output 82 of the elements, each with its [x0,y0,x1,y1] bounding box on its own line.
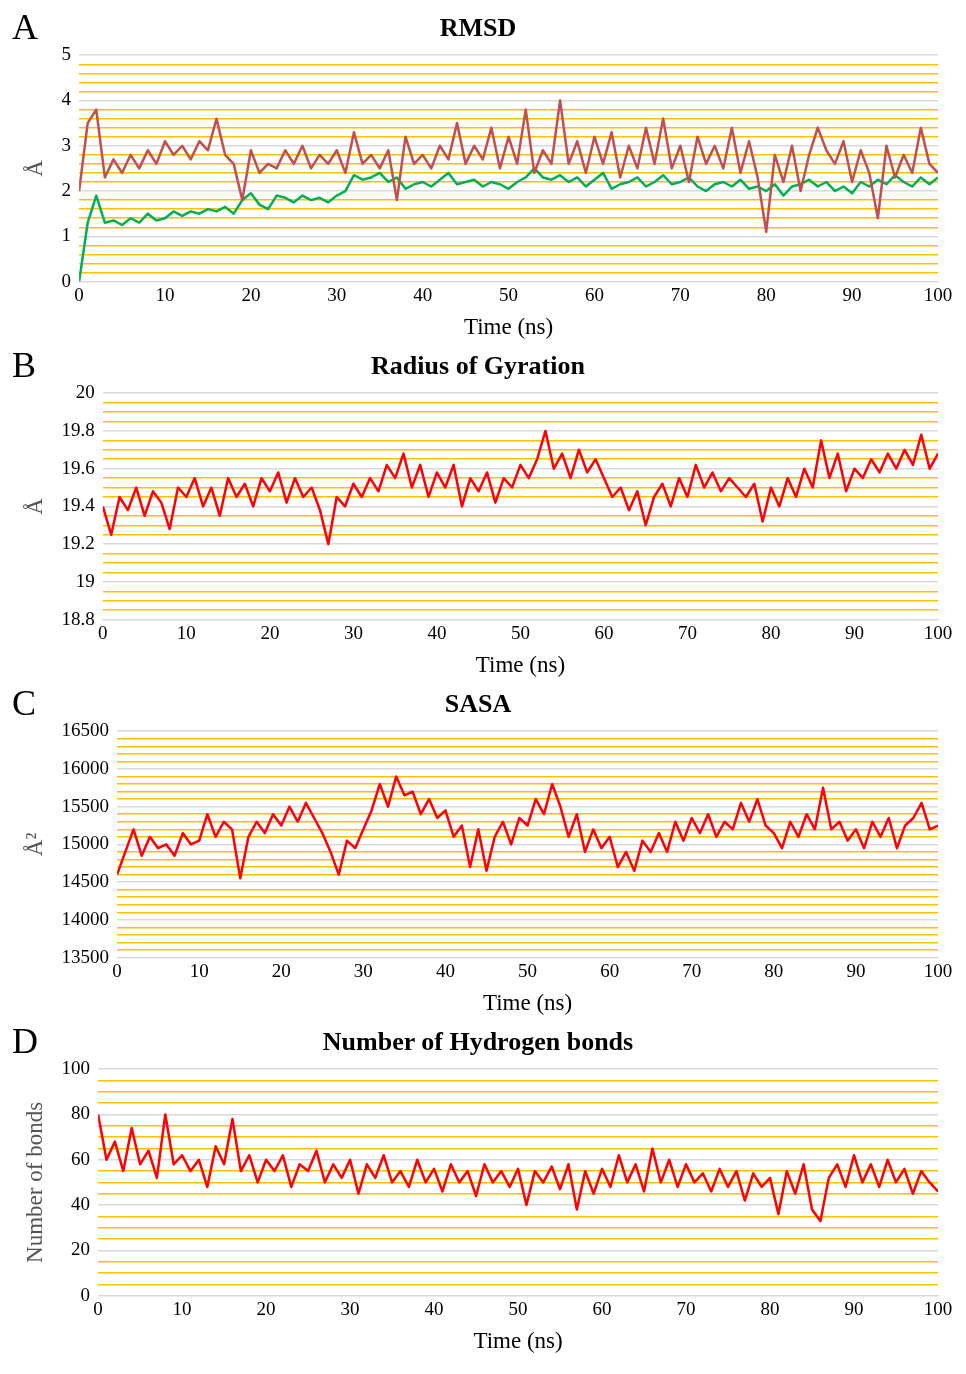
y-tick-label: 3 [61,133,72,155]
y-tick-label: 16500 [61,719,110,741]
x-tick-label: 30 [327,283,347,305]
y-tick-label: 0 [80,1283,91,1305]
x-axis-title: Time (ns) [473,1328,563,1354]
x-tick-label: 40 [435,959,455,981]
x-tick-label: 70 [670,283,690,305]
y-tick-label: 80 [71,1102,91,1124]
text: A [12,7,38,48]
text: B [12,345,37,386]
x-tick-label: 20 [256,1297,276,1319]
y-tick-label: 20 [75,381,95,403]
y-tick-label: 13500 [61,945,110,967]
y-tick-label: 0 [61,269,72,291]
x-tick-label: 40 [413,283,433,305]
x-tick-label: 60 [600,959,620,981]
y-tick-label: 100 [61,1057,91,1079]
x-tick-label: 10 [176,621,196,643]
x-tick-label: 10 [189,959,209,981]
y-axis-title: Å [21,159,47,177]
x-axis-title: Time (ns) [475,652,566,678]
x-tick-label: 70 [682,959,702,981]
y-tick-label: 19.6 [61,456,95,478]
x-tick-label: 40 [427,621,447,643]
y-tick-label: 20 [71,1238,91,1260]
y-tick-label: 15500 [61,794,110,816]
y-tick-label: 18.8 [61,607,95,629]
x-tick-label: 20 [241,283,261,305]
y-tick-label: 5 [61,43,72,65]
x-tick-label: 90 [844,1297,864,1319]
x-tick-label: 100 [923,959,953,981]
x-axis-title: Time (ns) [463,314,554,340]
x-tick-label: 80 [760,1297,780,1319]
chart-title: SASA [444,689,512,719]
x-tick-label: 100 [923,283,953,305]
x-tick-label: 20 [260,621,280,643]
x-tick-label: 20 [271,959,291,981]
y-tick-label: 15000 [61,832,110,854]
y-tick-label: 2 [61,179,72,201]
x-tick-label: 30 [353,959,373,981]
x-tick-label: 80 [761,621,781,643]
y-tick-label: 4 [61,88,72,110]
y-tick-label: 19.4 [61,494,96,516]
x-tick-label: 50 [510,621,530,643]
x-tick-label: 10 [172,1297,192,1319]
x-tick-label: 10 [155,283,175,305]
x-axis-title: Time (ns) [482,990,573,1016]
x-tick-label: 100 [923,621,953,643]
x-tick-label: 40 [424,1297,444,1319]
x-tick-label: 30 [340,1297,360,1319]
x-tick-label: 50 [499,283,519,305]
y-axis-title: Å [21,497,47,515]
y-tick-label: 60 [71,1147,91,1169]
x-tick-label: 80 [756,283,776,305]
x-tick-label: 50 [518,959,538,981]
x-tick-label: 90 [844,621,864,643]
y-tick-label: 40 [71,1193,91,1215]
x-tick-label: 100 [923,1297,953,1319]
y-tick-label: 14500 [61,870,110,892]
y-tick-label: 1 [61,224,72,246]
x-tick-label: 30 [343,621,363,643]
chart-title: Number of Hydrogen bonds [322,1027,634,1057]
y-tick-label: 16000 [61,756,110,778]
chart-title: RMSD [439,13,517,43]
y-tick-label: 19.2 [61,532,95,554]
y-tick-label: 14000 [61,907,110,929]
x-tick-label: 60 [592,1297,612,1319]
y-axis-title: Å² [21,832,47,857]
x-tick-label: 60 [584,283,604,305]
chart-title: Radius of Gyration [371,351,586,381]
x-tick-label: 50 [508,1297,528,1319]
text: C [12,683,37,724]
y-tick-label: 19.8 [61,418,95,440]
x-tick-label: 80 [764,959,784,981]
x-tick-label: 90 [842,283,862,305]
x-tick-label: 90 [846,959,866,981]
text: D [12,1021,38,1062]
x-tick-label: 70 [676,1297,696,1319]
x-tick-label: 70 [677,621,697,643]
y-tick-label: 19 [75,569,95,591]
x-tick-label: 60 [594,621,614,643]
y-axis-title: Number of bonds [21,1101,47,1263]
